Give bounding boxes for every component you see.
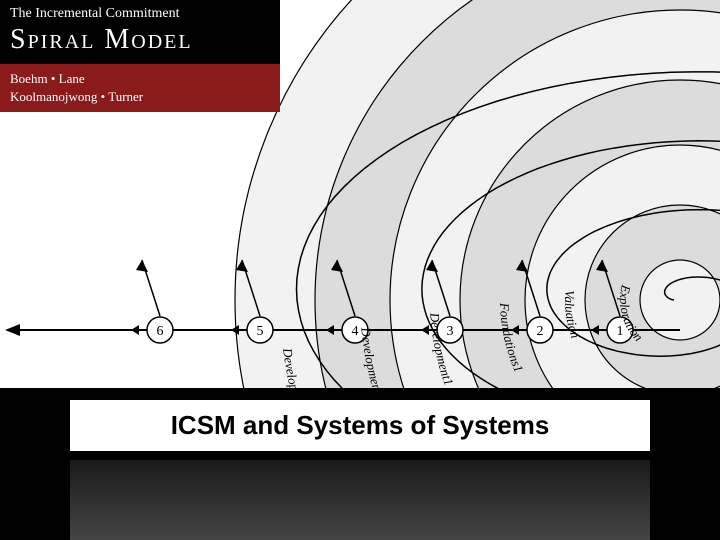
author-4: Turner [108,89,143,104]
gradient-strip [70,460,650,540]
svg-text:1: 1 [617,324,624,339]
svg-text:5: 5 [257,324,264,339]
header-title-text: Spiral Model [10,24,193,55]
bullet-icon: • [51,71,59,86]
header-subtitle: The Incremental Commitment [0,0,280,24]
header-title: Spiral Model [0,24,280,64]
author-3: Koolmanojwong [10,89,97,104]
author-1: Boehm [10,71,48,86]
svg-text:4: 4 [352,324,359,339]
svg-text:3: 3 [447,324,454,339]
svg-text:2: 2 [537,324,544,339]
svg-text:6: 6 [157,324,164,339]
book-header: The Incremental Commitment Spiral Model … [0,0,280,112]
slide-title: ICSM and Systems of Systems [70,400,650,451]
author-2: Lane [59,71,85,86]
header-authors: Boehm • Lane Koolmanojwong • Turner [0,64,280,112]
